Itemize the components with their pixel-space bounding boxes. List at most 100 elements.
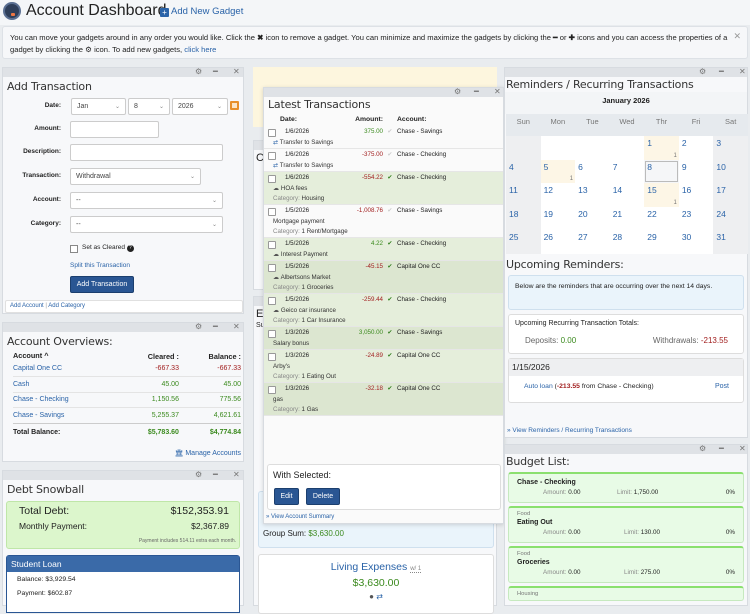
- edit-button[interactable]: Edit: [274, 488, 299, 505]
- transaction-row[interactable]: 1/3/2026 -32.18 ✔ Capital One CC gas Category…: [264, 383, 503, 416]
- transaction-checkbox[interactable]: [268, 129, 276, 137]
- transaction-row[interactable]: 1/5/2026 -259.44 ✔ Chase - Checking ☁ Geico …: [264, 294, 503, 327]
- calendar-day[interactable]: 15 1: [644, 183, 679, 207]
- transaction-row[interactable]: 1/5/2026 -45.15 ✔ Capital One CC ☁ Albertson…: [264, 261, 503, 294]
- calendar-day[interactable]: 9: [678, 159, 714, 183]
- cleared-check-icon[interactable]: ✔: [387, 174, 393, 181]
- calendar-day[interactable]: 4: [506, 159, 541, 183]
- view-reminders-link[interactable]: » View Reminders / Recurring Transaction…: [507, 427, 632, 434]
- cleared-check-icon[interactable]: ✔: [387, 263, 393, 270]
- delete-button[interactable]: Delete: [306, 488, 340, 505]
- gear-icon[interactable]: ⚙: [699, 444, 707, 453]
- gadget-toolbar[interactable]: ⚙ ━ ✕: [505, 67, 747, 77]
- close-icon[interactable]: ✕: [233, 67, 240, 76]
- budget-item[interactable]: Chase - Checking Amount: 0.00 Limit: 1,750…: [508, 472, 744, 503]
- cleared-check-icon[interactable]: ✔: [387, 329, 393, 336]
- transaction-row[interactable]: 1/5/2026 -1,008.76 ✔ Chase - Savings Mortgag…: [264, 205, 503, 238]
- piggy-bank-icon[interactable]: ●: [369, 592, 374, 601]
- cleared-check-icon[interactable]: ✔: [387, 207, 393, 214]
- gear-icon[interactable]: ⚙: [195, 322, 203, 331]
- gadget-toolbar[interactable]: ⚙ ━ ✕: [505, 444, 747, 454]
- group-name-link[interactable]: Living Expenses: [330, 561, 408, 573]
- transaction-checkbox[interactable]: [268, 386, 276, 394]
- click-here-link[interactable]: click here: [184, 45, 217, 54]
- year-select[interactable]: 2026 ⌄: [172, 98, 228, 115]
- minimize-icon[interactable]: ━: [213, 470, 218, 479]
- gear-icon[interactable]: ⚙: [195, 470, 203, 479]
- calendar-day[interactable]: 20: [575, 206, 610, 230]
- calendar-day[interactable]: 16: [678, 183, 714, 207]
- cleared-check-icon[interactable]: ✔: [387, 151, 393, 158]
- calendar-day[interactable]: 12: [540, 183, 576, 207]
- budget-item[interactable]: Food Groceries Amount: 0.00 Limit: 275.00 0%: [508, 546, 744, 583]
- minimize-icon[interactable]: ━: [719, 67, 724, 76]
- transaction-checkbox[interactable]: [268, 297, 276, 305]
- calendar-day[interactable]: 13: [575, 183, 610, 207]
- dismiss-alert-icon[interactable]: ✕: [733, 31, 741, 41]
- account-column-header[interactable]: Account ^: [13, 351, 49, 360]
- calendar-day[interactable]: 2: [678, 136, 714, 160]
- calendar-day[interactable]: 29: [644, 230, 679, 254]
- budget-item[interactable]: Food Eating Out Amount: 0.00 Limit: 130.00 0…: [508, 506, 744, 543]
- transaction-row[interactable]: 1/6/2026 375.00 ✔ Chase - Savings ⇄ Transfer…: [264, 126, 503, 149]
- gear-icon[interactable]: ⚙: [454, 87, 462, 96]
- calendar-day[interactable]: 11: [506, 183, 541, 207]
- cleared-check-icon[interactable]: ✔: [387, 385, 393, 392]
- transaction-row[interactable]: 1/6/2026 -554.22 ✔ Chase - Checking ☁ HOA fe…: [264, 172, 503, 205]
- account-link[interactable]: Cash: [13, 380, 30, 388]
- calendar-day[interactable]: 3: [713, 136, 748, 160]
- gadget-toolbar[interactable]: ⚙ ━ ✕: [3, 470, 243, 480]
- calendar-day[interactable]: 31: [713, 230, 748, 254]
- calendar-day[interactable]: 18: [506, 206, 541, 230]
- transaction-checkbox[interactable]: [268, 208, 276, 216]
- calendar-day[interactable]: 14: [609, 183, 645, 207]
- transaction-row[interactable]: 1/6/2026 -375.00 ✔ Chase - Checking ⇄ Transf…: [264, 149, 503, 172]
- post-reminder-link[interactable]: Post: [714, 382, 729, 390]
- budget-item[interactable]: Housing: [508, 586, 744, 601]
- calendar-day[interactable]: 17: [713, 183, 748, 207]
- day-select[interactable]: 8 ⌄: [128, 98, 170, 115]
- calendar-day[interactable]: 6: [575, 159, 610, 183]
- transaction-checkbox[interactable]: [268, 152, 276, 160]
- account-link[interactable]: Capital One CC: [13, 365, 63, 372]
- minimize-icon[interactable]: ━: [719, 444, 724, 453]
- view-account-summary-link[interactable]: » View Account Summary: [266, 514, 335, 520]
- transaction-checkbox[interactable]: [268, 353, 276, 361]
- gear-icon[interactable]: ⚙: [699, 67, 707, 76]
- latest-transactions-gadget[interactable]: ⚙ ━ ✕ Latest Transactions Date: Amount: Ac…: [263, 87, 504, 524]
- gadget-toolbar[interactable]: ⚙ ━ ✕: [264, 87, 503, 97]
- calendar-day[interactable]: 26: [540, 230, 576, 254]
- gear-icon[interactable]: ⚙: [195, 67, 203, 76]
- transaction-type-select[interactable]: Withdrawal ⌄: [70, 168, 201, 185]
- calendar-day[interactable]: 7: [609, 159, 645, 183]
- calendar-day[interactable]: 10: [713, 159, 748, 183]
- transaction-checkbox[interactable]: [268, 241, 276, 249]
- calendar-day[interactable]: 21: [609, 206, 645, 230]
- transaction-row[interactable]: 1/5/2026 4.22 ✔ Chase - Checking ☁ Interest …: [264, 238, 503, 261]
- close-icon[interactable]: ✕: [739, 67, 746, 76]
- account-link[interactable]: Chase - Savings: [13, 411, 65, 419]
- calendar-day[interactable]: 19: [540, 206, 576, 230]
- transaction-row[interactable]: 1/3/2026 -24.89 ✔ Capital One CC Arby's Categ…: [264, 350, 503, 383]
- calendar-day[interactable]: 8: [644, 159, 679, 183]
- close-icon[interactable]: ✕: [233, 322, 240, 331]
- close-icon[interactable]: ✕: [739, 444, 746, 453]
- calendar-icon[interactable]: [230, 101, 239, 110]
- set-cleared-checkbox[interactable]: [70, 245, 78, 253]
- calendar-day[interactable]: 22: [644, 206, 679, 230]
- calendar-day[interactable]: 30: [678, 230, 714, 254]
- calendar-day[interactable]: 25: [506, 230, 541, 254]
- cleared-check-icon[interactable]: ✔: [387, 352, 393, 359]
- add-new-gadget-link[interactable]: + Add New Gadget: [160, 6, 243, 17]
- calendar-day[interactable]: 27: [575, 230, 610, 254]
- add-account-link[interactable]: Add Account: [10, 303, 44, 309]
- close-icon[interactable]: ✕: [494, 87, 501, 96]
- month-select[interactable]: Jan ⌄: [71, 98, 126, 115]
- gadget-toolbar[interactable]: ⚙ ━ ✕: [3, 322, 243, 332]
- transfer-icon[interactable]: ⇄: [376, 592, 383, 601]
- add-category-link[interactable]: Add Category: [48, 303, 85, 309]
- help-icon[interactable]: ?: [126, 245, 134, 252]
- minimize-icon[interactable]: ━: [213, 67, 218, 76]
